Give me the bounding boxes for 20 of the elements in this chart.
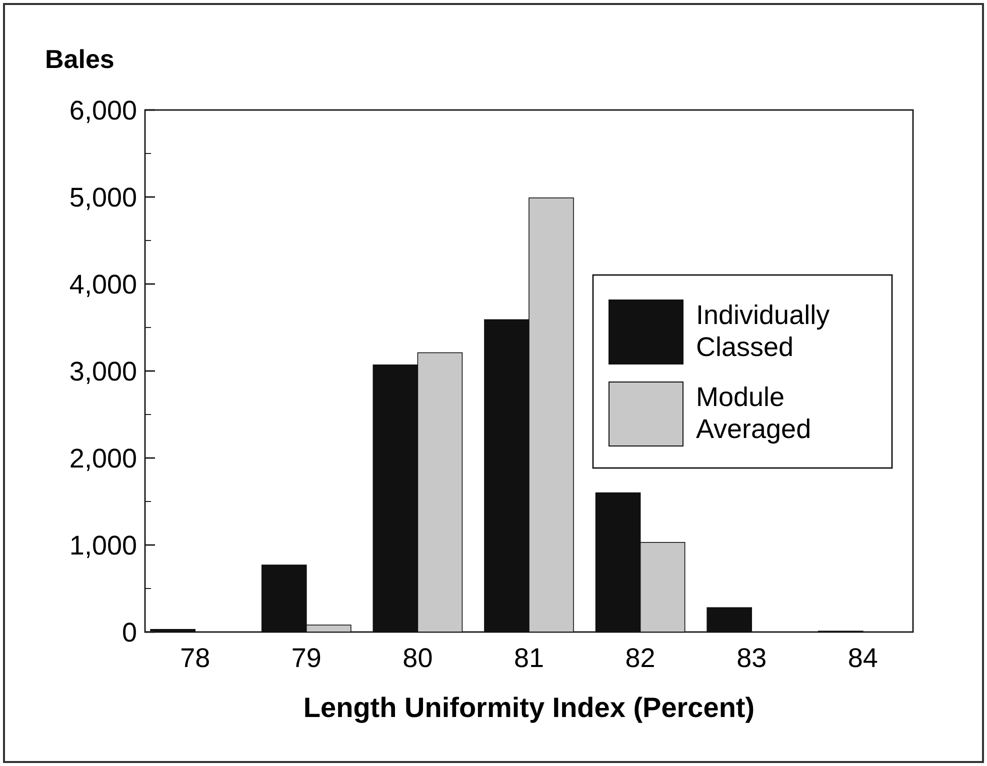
y-tick-label: 3,000 [69, 356, 137, 386]
x-axis-title: Length Uniformity Index (Percent) [303, 692, 755, 723]
x-tick-label: 82 [625, 643, 656, 673]
legend-label: Individually Classed [696, 300, 830, 362]
y-tick-label: 0 [122, 617, 137, 648]
x-tick-label: 84 [848, 643, 878, 673]
y-tick-label: 5,000 [69, 182, 137, 212]
x-tick-label: 83 [736, 643, 767, 673]
bar [706, 607, 752, 632]
x-tick-label: 78 [180, 643, 210, 673]
x-tick-label: 81 [514, 643, 544, 673]
y-tick-label: 2,000 [69, 443, 137, 474]
x-tick-label: 79 [291, 643, 322, 673]
y-tick-label: 1,000 [69, 530, 137, 560]
bar [150, 628, 196, 632]
y-axis-title: Bales [45, 44, 114, 74]
legend-label: Module Averaged [696, 382, 812, 444]
y-tick-label: 4,000 [69, 269, 137, 300]
x-tick-label: 80 [402, 643, 433, 673]
y-tick-label: 6,000 [69, 95, 137, 126]
